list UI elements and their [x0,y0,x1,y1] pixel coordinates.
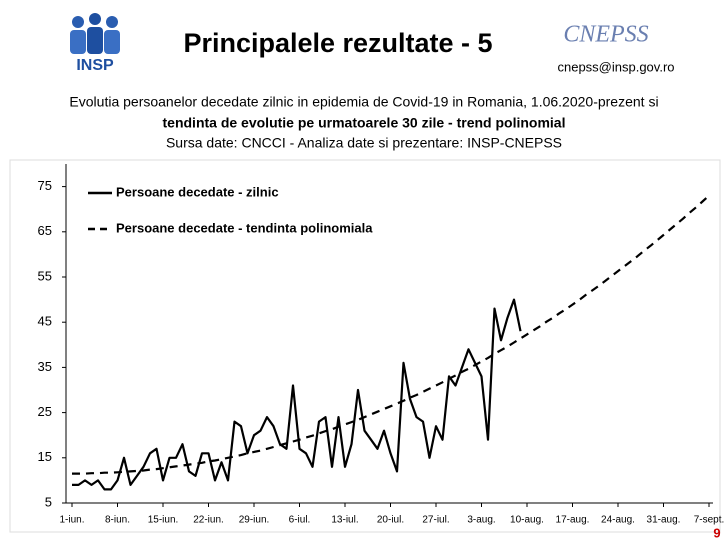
y-tick-label: 65 [38,223,52,238]
subtitle: Sursa date: CNCCI - Analiza date si prez… [166,135,562,151]
subtitle: tendinta de evolutie pe urmatoarele 30 z… [163,115,566,131]
legend-label: Persoane decedate - zilnic [116,184,279,199]
brand: CNEPSS [563,22,648,48]
series-line [72,194,710,475]
email: cnepss@insp.gov.ro [557,59,674,74]
x-tick-label: 13-iul. [331,515,358,526]
y-tick-label: 75 [38,178,52,193]
y-tick-label: 15 [38,449,52,464]
chart-frame [9,159,721,533]
x-tick-label: 10-aug. [510,515,544,526]
x-tick-label: 17-aug. [556,515,590,526]
x-tick-label: 27-iul. [422,515,449,526]
y-tick-label: 25 [38,404,52,419]
slide-title: Principalele rezultate - 5 [183,28,492,58]
subtitle: Evolutia persoanelor decedate zilnic in … [69,94,658,110]
x-tick-label: 31-aug. [647,515,681,526]
x-tick-label: 29-iun. [239,515,270,526]
page-number: 9 [713,525,720,540]
x-tick-label: 20-iul. [377,515,404,526]
y-tick-label: 45 [38,314,52,329]
x-tick-label: 24-aug. [601,515,635,526]
x-tick-label: 6-iul. [289,515,311,526]
logo-text: INSP [76,57,114,74]
x-tick-label: 7-sept. [694,515,725,526]
y-tick-label: 35 [38,359,52,374]
insp-logo: INSP [70,13,120,74]
y-tick-label: 5 [45,494,52,509]
x-tick-label: 3-aug. [467,515,495,526]
x-tick-label: 15-iun. [148,515,179,526]
x-tick-label: 22-iun. [193,515,224,526]
x-tick-label: 8-iun. [105,515,130,526]
x-tick-label: 1-iun. [59,515,84,526]
series-line [72,298,522,491]
legend-label: Persoane decedate - tendinta polinomiala [116,220,373,235]
y-tick-label: 55 [38,268,52,283]
